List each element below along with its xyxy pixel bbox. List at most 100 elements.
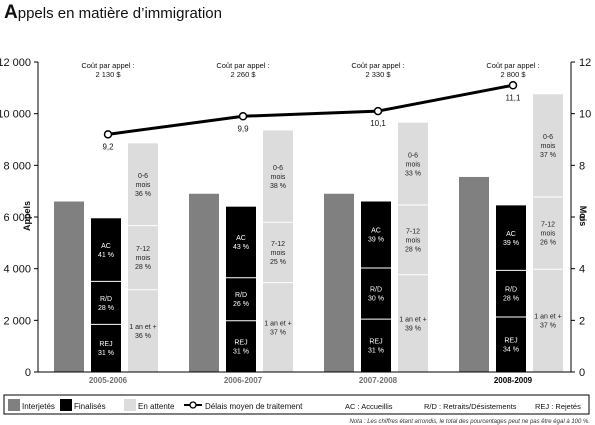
line-point (238, 112, 248, 121)
y-left-tick-label: 8 000 (3, 160, 31, 172)
cost-label-title: Coût par appel : (216, 61, 269, 70)
bar-interjetes (324, 193, 354, 372)
cost-label-value: 2 260 $ (230, 70, 256, 79)
finalises-segment-label: 31 % (233, 348, 249, 355)
en-attente-segment-label: mois (406, 237, 421, 244)
bar-en-attente-segment (128, 225, 158, 290)
y-right-tick-label: 0 (579, 367, 585, 379)
bar-en-attente-segment (533, 94, 563, 198)
en-attente-segment-label: 0-6 (408, 152, 418, 159)
legend-box (3, 394, 590, 415)
bar-finalises-segment (361, 201, 391, 268)
bar-en-attente-segment (398, 204, 428, 275)
y-right-tick-label: 12 (579, 57, 591, 69)
bar-finalises-segment (91, 324, 121, 372)
en-attente-segment-label: 36 % (135, 333, 151, 340)
line-point (373, 106, 383, 116)
line-value-label: 11,1 (506, 93, 522, 102)
en-attente-segment-label: 0-6 (543, 134, 553, 141)
legend-swatch (8, 399, 20, 411)
line-value-label: 10,1 (370, 119, 386, 128)
y-left-tick-label: 12 000 (0, 57, 31, 69)
bar-finalises-segment (226, 320, 256, 372)
finalises-segment-label: 31 % (368, 348, 384, 355)
en-attente-segment-label: 1 an et + (399, 316, 426, 323)
bar-finalises-segment (361, 267, 391, 320)
legend-swatch (124, 399, 136, 411)
finalises-segment-label: 26 % (233, 301, 249, 308)
bar-en-attente-segment (263, 130, 293, 223)
line-value-label: 9,9 (237, 124, 249, 133)
bar-en-attente-segment (128, 289, 158, 372)
en-attente-segment-label: mois (406, 161, 421, 168)
legend-abbreviation: REJ : Rejetés (535, 402, 581, 411)
legend-abbreviation: AC : Accueillis (345, 402, 393, 411)
en-attente-segment-label: 0-6 (273, 165, 283, 172)
finalises-segment-label: AC (101, 243, 111, 250)
finalises-segment-label: 34 % (503, 346, 519, 353)
en-attente-segment-label: 7-12 (136, 246, 150, 253)
y-left-tick-label: 10 000 (0, 109, 31, 121)
line-value-label: 9,2 (102, 142, 114, 151)
legend-label: Finalisés (74, 402, 106, 411)
cost-label-value: 2 800 $ (500, 70, 526, 79)
bar-en-attente-segment (398, 122, 428, 205)
bar-finalises-segment (226, 206, 256, 278)
bar-en-attente-segment (398, 274, 428, 372)
finalises-segment-label: R/D (235, 292, 247, 299)
finalises-segment-label: 30 % (368, 296, 384, 303)
en-attente-segment-label: 1 an et + (129, 324, 156, 331)
x-category-label: 2007-2008 (359, 376, 398, 385)
bar-en-attente-segment (263, 282, 293, 372)
bar-finalises-segment (496, 270, 526, 318)
line-delais (107, 83, 514, 136)
y-right-tick-label: 6 (579, 212, 585, 224)
en-attente-segment-label: 37 % (540, 152, 556, 159)
x-category-label: 2006-2007 (224, 376, 263, 385)
legend-abbreviation: R/D : Retraits/Désistements (424, 402, 517, 411)
cost-label-value: 2 330 $ (365, 70, 391, 79)
y-left-tick-label: 0 (25, 367, 31, 379)
en-attente-segment-label: mois (271, 174, 286, 181)
bar-finalises-segment (91, 218, 121, 282)
en-attente-segment-label: 25 % (270, 259, 286, 266)
finalises-segment-label: 39 % (368, 237, 384, 244)
en-attente-segment-label: 36 % (135, 191, 151, 198)
y-left-tick-label: 2 000 (3, 315, 31, 327)
finalises-segment-label: R/D (370, 287, 382, 294)
legend-label: En attente (138, 402, 175, 411)
en-attente-segment-label: 1 an et + (264, 320, 291, 327)
line-point (508, 81, 518, 90)
en-attente-segment-label: mois (136, 255, 151, 262)
y-right-tick-label: 2 (579, 315, 585, 327)
bar-en-attente-segment (533, 197, 563, 270)
finalises-segment-label: 41 % (98, 252, 114, 259)
en-attente-segment-label: mois (136, 182, 151, 189)
en-attente-segment-label: 1 an et + (534, 314, 561, 321)
finalises-segment-label: R/D (505, 287, 517, 294)
en-attente-segment-label: 37 % (540, 323, 556, 330)
line-point (103, 130, 113, 139)
footnote: Nota : Les chiffres étant arrondis, le t… (350, 419, 590, 425)
bar-en-attente-segment (263, 222, 293, 283)
bar-finalises-segment (361, 319, 391, 372)
en-attente-segment-label: 0-6 (138, 173, 148, 180)
finalises-segment-label: REJ (99, 341, 112, 348)
chart-title: Appels en matière d’immigration (4, 2, 222, 23)
en-attente-segment-label: mois (541, 231, 556, 238)
finalises-segment-label: REJ (369, 339, 382, 346)
bar-interjetes (54, 201, 84, 372)
en-attente-segment-label: 26 % (540, 240, 556, 247)
finalises-segment-label: AC (371, 228, 381, 235)
y-left-tick-label: 4 000 (3, 264, 31, 276)
finalises-segment-label: 31 % (98, 350, 114, 357)
bar-finalises-segment (496, 317, 526, 372)
en-attente-segment-label: 37 % (270, 329, 286, 336)
bar-interjetes (189, 193, 219, 372)
y-right-tick-label: 10 (579, 109, 591, 121)
en-attente-segment-label: 38 % (270, 183, 286, 190)
bar-finalises-segment (496, 205, 526, 271)
legend-swatch (60, 399, 72, 411)
